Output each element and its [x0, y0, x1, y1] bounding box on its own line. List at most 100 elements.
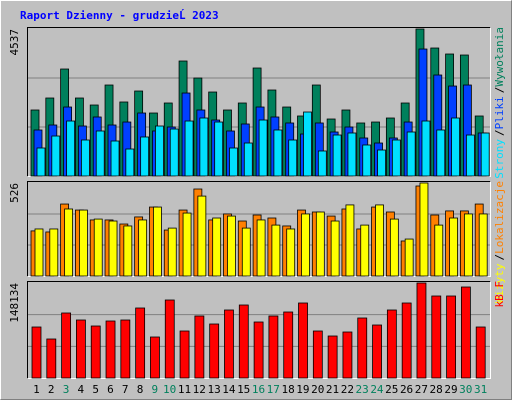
bar — [76, 319, 86, 379]
bar — [227, 215, 236, 277]
bar — [214, 121, 224, 177]
legend: kB F — [493, 281, 506, 308]
panel-edge-light — [27, 27, 491, 177]
bar — [184, 120, 194, 177]
bar — [238, 304, 249, 379]
panel-edge-light — [27, 281, 491, 379]
bar — [434, 224, 444, 277]
bar — [61, 312, 72, 379]
bar — [243, 142, 253, 177]
bar — [419, 182, 429, 277]
bar — [138, 219, 148, 277]
bar — [199, 117, 209, 177]
x-tick-label: 26 — [400, 383, 413, 396]
x-tick-label: 30 — [459, 383, 472, 396]
panel-edge-dark — [27, 181, 491, 277]
bar — [372, 324, 382, 379]
bar — [169, 128, 179, 177]
bar — [357, 317, 368, 379]
bar — [391, 139, 401, 177]
bar — [120, 319, 131, 379]
x-tick-label: 14 — [222, 383, 236, 396]
y-tick-label: 148134 — [8, 283, 21, 323]
x-tick-label: 10 — [163, 383, 176, 396]
bar — [179, 330, 190, 379]
bar — [389, 218, 399, 277]
x-tick-label: 19 — [296, 383, 309, 396]
y-tick-label: 526 — [8, 183, 21, 203]
x-tick-label: 12 — [193, 383, 206, 396]
bar — [360, 224, 370, 277]
bar — [197, 195, 207, 277]
x-tick-label: 23 — [356, 383, 369, 396]
bar — [51, 135, 61, 177]
x-tick-label: 9 — [152, 383, 159, 396]
bar — [303, 111, 312, 177]
bar — [465, 134, 475, 177]
bar — [31, 326, 42, 379]
bar — [301, 213, 310, 277]
bar — [401, 302, 412, 379]
legend-separator: / — [493, 254, 506, 261]
legend-entry: Wizyty — [493, 263, 506, 303]
bar — [34, 228, 44, 277]
bar — [140, 136, 150, 177]
bar — [135, 307, 146, 379]
bar — [46, 338, 57, 379]
legend-entry: Strony — [493, 139, 506, 179]
x-tick-label: 27 — [415, 383, 428, 396]
x-tick-label: 22 — [341, 383, 354, 396]
bar — [421, 120, 431, 177]
x-tick-label: 3 — [63, 383, 70, 396]
legend-separator: / — [493, 129, 506, 136]
bar — [317, 150, 327, 177]
bar — [164, 299, 175, 379]
x-tick-label: 4 — [78, 383, 85, 396]
bar — [386, 309, 397, 379]
legend-separator: / — [493, 87, 506, 94]
legend-entry: kB F — [493, 281, 506, 308]
bar — [416, 282, 427, 379]
bar — [229, 147, 238, 177]
panel-edge-dark — [27, 281, 491, 379]
bar — [110, 140, 120, 177]
bar — [155, 125, 164, 177]
x-tick-label: 1 — [33, 383, 40, 396]
bar — [478, 213, 488, 277]
x-tick-label: 20 — [311, 383, 324, 396]
bar — [253, 321, 264, 379]
bar — [347, 132, 357, 177]
bar — [93, 218, 103, 277]
bar — [332, 134, 342, 177]
bar — [258, 119, 268, 177]
bar — [431, 295, 442, 379]
x-tick-label: 28 — [430, 383, 443, 396]
chart-title: Raport Dzienny - grudzieĹ 2023 — [20, 9, 219, 22]
panel-edge-dark — [27, 27, 491, 177]
x-tick-label: 24 — [370, 383, 384, 396]
legend: Strony/Pliki/Wywołania — [493, 27, 506, 179]
x-tick-label: 16 — [252, 383, 265, 396]
bar — [153, 206, 162, 277]
bar — [446, 295, 456, 379]
x-tick-label: 11 — [178, 383, 191, 396]
bar — [327, 335, 338, 379]
bar — [436, 129, 446, 177]
bar — [298, 302, 308, 379]
bar — [362, 144, 372, 177]
bar — [81, 139, 90, 177]
x-tick-label: 31 — [474, 383, 487, 396]
bar — [377, 149, 386, 177]
x-tick-label: 21 — [326, 383, 339, 396]
bar — [95, 130, 105, 177]
x-tick-label: 25 — [385, 383, 398, 396]
legend-entry: Lokalizacje — [493, 181, 506, 254]
bar — [224, 309, 234, 379]
bar — [449, 217, 458, 277]
x-tick-label: 2 — [48, 383, 55, 396]
bar — [105, 320, 116, 379]
bar — [273, 129, 283, 177]
bar — [64, 208, 74, 277]
